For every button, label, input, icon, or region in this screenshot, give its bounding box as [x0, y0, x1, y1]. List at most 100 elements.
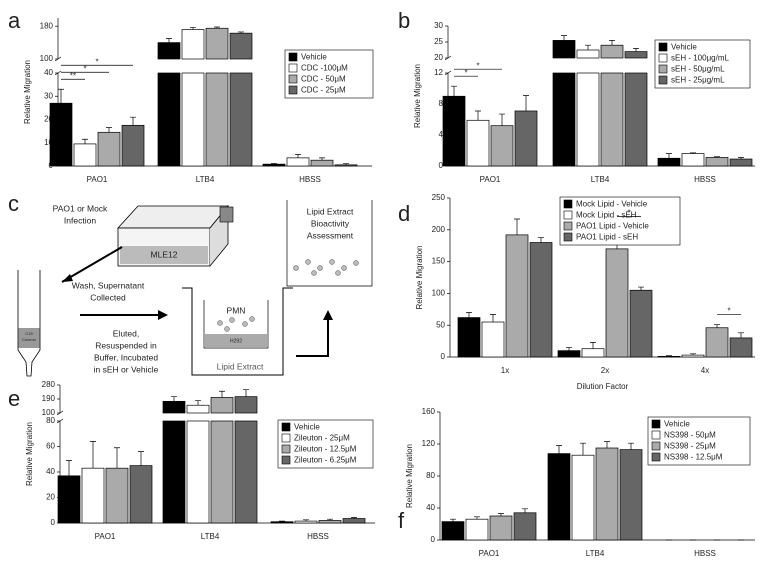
bar [294, 520, 318, 524]
diagram-text: Assessment [307, 230, 354, 240]
bar [624, 72, 648, 167]
bar [57, 475, 81, 524]
y-tick-label: 25 [434, 37, 443, 46]
y-tick-label: 250 [432, 193, 446, 202]
bar [186, 420, 210, 524]
x-tick-label: HBSS [694, 175, 716, 184]
bar [181, 29, 205, 60]
bar [229, 32, 253, 60]
bar [619, 449, 643, 541]
bar [73, 143, 97, 167]
error-bar [466, 312, 472, 318]
legend-label: Vehicle [294, 423, 320, 432]
legend-swatch [288, 74, 298, 84]
error-bar [351, 517, 357, 519]
bar [121, 124, 145, 167]
bar [181, 72, 205, 167]
error-bar [171, 396, 177, 402]
diagram-text: Wash, Supernatant [72, 280, 145, 290]
legend-label: NS398 - 25μM [664, 442, 716, 451]
bar [210, 420, 234, 524]
diagram-text: Collected [90, 292, 126, 302]
error-bar [475, 110, 481, 121]
legend-swatch [563, 199, 573, 209]
error-bar [514, 218, 520, 235]
bar [157, 72, 181, 167]
bar [441, 521, 465, 541]
y-tick-label: 40 [46, 467, 55, 476]
error-bar [82, 138, 88, 144]
legend-swatch [651, 441, 661, 451]
bar [657, 157, 681, 167]
error-bar [585, 44, 591, 50]
bar [624, 51, 648, 59]
legend-swatch [651, 419, 661, 429]
bar [49, 102, 73, 167]
bar [81, 467, 105, 524]
y-tick-label: 180 [40, 21, 54, 30]
diagram-text: Lipid Extract [217, 361, 264, 371]
legend-label: Zileuton - 6.25μM [294, 456, 357, 465]
flask-top [117, 205, 229, 229]
bar [489, 515, 513, 541]
error-bar [474, 516, 480, 520]
assay-box [286, 200, 373, 287]
legend-label: Vehicle [671, 43, 697, 52]
error-bar [638, 286, 644, 291]
y-axis-label: Relative Migration [413, 64, 422, 128]
significance-label: ** [70, 71, 76, 80]
legend-label: sEH - 100μg/mL [671, 54, 730, 63]
x-tick-label: HBSS [307, 532, 329, 541]
x-tick-label: HBSS [694, 549, 716, 558]
bar [729, 158, 753, 167]
y-tick-label: 150 [432, 257, 446, 266]
y-tick-label: 40 [426, 503, 435, 512]
diagram-text: Buffer, Incubated [94, 352, 158, 362]
y-tick-label: 160 [422, 407, 436, 416]
legend-label: sEH - 50μg/mL [671, 65, 725, 74]
x-tick-label: 4x [701, 366, 709, 375]
bar [186, 404, 210, 414]
legend-label: CDC -100μM [301, 64, 348, 73]
error-bar [106, 127, 112, 133]
error-bar [538, 237, 544, 243]
legend-swatch [281, 422, 291, 432]
y-tick-label: 10 [44, 138, 53, 147]
bar [262, 163, 286, 167]
legend-label: Zileuton - 25μM [294, 434, 350, 443]
bar [97, 131, 121, 167]
error-bar [580, 442, 586, 456]
error-bar [451, 85, 457, 97]
bar [529, 242, 553, 358]
y-tick-label: 80 [426, 471, 435, 480]
bar [129, 465, 153, 524]
legend-swatch [563, 232, 573, 242]
error-bar [90, 441, 96, 469]
x-tick-label: PAO1 [87, 175, 108, 184]
panel-label: e [8, 386, 20, 411]
y-tick-label: 120 [422, 439, 436, 448]
bar [629, 289, 653, 358]
bar [162, 420, 186, 524]
y-tick-label: 200 [432, 225, 446, 234]
bar [595, 447, 619, 541]
significance-label: * [727, 307, 730, 316]
insert-membrane [205, 334, 267, 347]
x-tick-label: 2x [601, 366, 609, 375]
bar [334, 164, 358, 167]
significance-label: * [95, 57, 98, 66]
legend-label: CDC - 25μM [301, 86, 346, 95]
error-bar [66, 460, 72, 476]
flask-cap [219, 206, 234, 223]
legend-box [654, 39, 751, 89]
bar [600, 72, 624, 167]
error-bar [195, 400, 201, 406]
bar [576, 49, 600, 59]
legend-label: CDC - 50μM [301, 75, 346, 84]
y-tick-label: 40 [44, 68, 53, 77]
bar [605, 248, 629, 358]
significance-label: * [476, 61, 479, 70]
x-tick-label: PAO1 [480, 175, 501, 184]
legend-label: Zileuton - 12.5μM [294, 445, 357, 454]
y-tick-label: 100 [42, 408, 56, 417]
